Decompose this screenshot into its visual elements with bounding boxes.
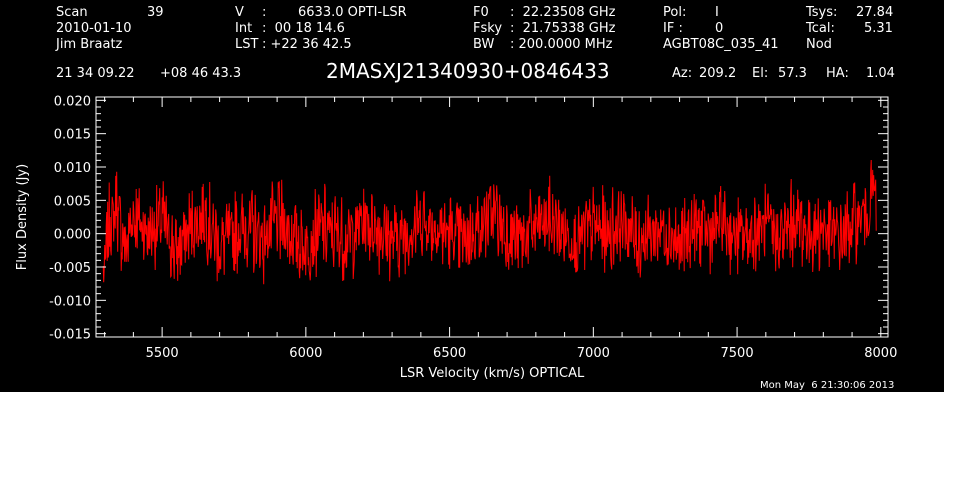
sky-frequency-label: Fsky	[473, 21, 503, 36]
velocity-separator: :	[262, 5, 267, 20]
y-tick-label: -0.005	[49, 261, 91, 276]
plot-frame	[95, 96, 889, 338]
bandwidth-value: : 200.0000 MHz	[510, 37, 613, 52]
azimuth-label: Az:	[672, 66, 693, 81]
y-tick-label: -0.015	[49, 328, 91, 343]
x-tick-label: 6000	[289, 346, 322, 361]
observing-mode: Nod	[806, 37, 832, 52]
y-tick-label: -0.010	[49, 294, 91, 309]
scan-label: Scan	[56, 5, 88, 20]
observer-name: Jim Braatz	[56, 37, 123, 52]
y-tick-label: 0.005	[54, 194, 91, 209]
spectrum-trace	[102, 159, 877, 285]
hour-angle-label: HA:	[826, 66, 849, 81]
observation-date: 2010-01-10	[56, 21, 132, 36]
velocity-label: V	[235, 5, 244, 20]
y-tick-label: 0.010	[54, 161, 91, 176]
tcal-value: 5.31	[864, 21, 893, 36]
source-name: 2MASXJ21340930+0846433	[326, 59, 610, 83]
y-tick-label: 0.000	[54, 228, 91, 243]
elevation-label: El:	[752, 66, 769, 81]
project-id: AGBT08C_035_41	[663, 37, 779, 52]
spectrum-chart: -0.015 -0.010 -0.005 0.000 0.005 0.010 0.015 0.…	[15, 94, 897, 381]
sky-frequency-value: : 21.75338 GHz	[510, 21, 616, 36]
x-axis-label: LSR Velocity (km/s) OPTICAL	[400, 366, 585, 381]
y-tick-label: 0.020	[54, 94, 91, 109]
elevation-value: 57.3	[778, 66, 807, 81]
lst-label: LST	[235, 37, 259, 52]
lst-value: : +22 36 42.5	[262, 37, 352, 52]
x-tick-label: 7500	[721, 346, 754, 361]
hour-angle-value: 1.04	[866, 66, 895, 81]
polarization-label: Pol:	[663, 5, 687, 20]
if-value: 0	[715, 21, 724, 36]
tsys-label: Tsys:	[806, 5, 838, 20]
spectrum-panel: Scan 39 2010-01-10 Jim Braatz V : 6633.0…	[0, 0, 944, 392]
tcal-label: Tcal:	[806, 21, 835, 36]
integration-value: : 00 18 14.6	[262, 21, 345, 36]
x-tick-label: 7000	[577, 346, 610, 361]
azimuth-value: 209.2	[699, 66, 737, 81]
x-tick-label: 6500	[433, 346, 466, 361]
x-tick-label: 8000	[864, 346, 897, 361]
plot-timestamp: Mon May 6 21:30:06 2013	[760, 380, 895, 391]
integration-label: Int	[235, 21, 253, 36]
scan-number: 39	[147, 5, 164, 20]
if-label: IF :	[663, 21, 683, 36]
tsys-value: 27.84	[856, 5, 894, 20]
velocity-value: 6633.0 OPTI-LSR	[298, 5, 407, 20]
x-tick-label: 5500	[146, 346, 179, 361]
bandwidth-label: BW	[473, 37, 495, 52]
polarization-value: I	[715, 5, 719, 20]
rest-frequency-label: F0	[473, 5, 489, 20]
right-ascension: 21 34 09.22	[56, 66, 135, 81]
declination: +08 46 43.3	[160, 66, 242, 81]
y-tick-label: 0.015	[54, 128, 91, 143]
rest-frequency-value: : 22.23508 GHz	[510, 5, 616, 20]
y-axis-label: Flux Density (Jy)	[15, 164, 30, 270]
